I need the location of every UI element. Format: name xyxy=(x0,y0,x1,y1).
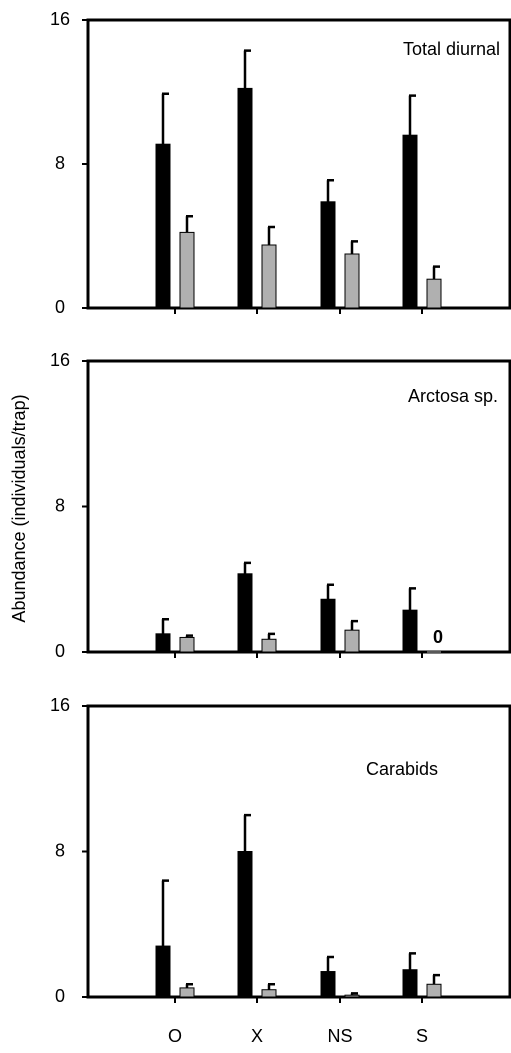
bar xyxy=(179,987,195,998)
error-bar xyxy=(161,92,169,145)
y-tick-label: 16 xyxy=(50,9,70,29)
error-bar xyxy=(350,240,358,254)
y-tick-label: 0 xyxy=(55,986,65,1006)
y-tick-label: 0 xyxy=(55,297,65,317)
bar xyxy=(155,143,171,309)
error-bar xyxy=(243,813,251,852)
bar xyxy=(344,994,360,998)
bar xyxy=(261,244,277,309)
y-tick-label: 8 xyxy=(55,840,65,860)
bar xyxy=(155,633,171,653)
y-tick-label: 0 xyxy=(55,641,65,661)
error-bar xyxy=(408,587,416,611)
panel-title: Total diurnal xyxy=(403,39,500,59)
x-tick-label: O xyxy=(168,1026,182,1046)
error-bar xyxy=(408,952,416,970)
bar xyxy=(320,201,336,309)
bar xyxy=(402,609,418,653)
y-axis-label: Abundance (individuals/trap) xyxy=(9,394,29,622)
y-tick-label: 8 xyxy=(55,495,65,515)
error-bar xyxy=(185,983,193,988)
error-bar xyxy=(267,225,275,245)
error-bar xyxy=(326,178,334,202)
bar xyxy=(179,636,195,653)
bar xyxy=(402,134,418,309)
bar xyxy=(261,638,277,653)
bar xyxy=(344,629,360,653)
error-bar xyxy=(432,973,440,985)
error-bar xyxy=(408,94,416,136)
error-bar xyxy=(350,619,358,631)
y-tick-label: 16 xyxy=(50,695,70,715)
y-tick-label: 16 xyxy=(50,350,70,370)
bar xyxy=(320,598,336,653)
x-tick-label: S xyxy=(416,1026,428,1046)
value-label: 0 xyxy=(433,627,443,647)
bar xyxy=(402,969,418,998)
error-bar xyxy=(243,49,251,89)
x-tick-label: NS xyxy=(327,1026,352,1046)
error-bar xyxy=(161,618,169,634)
bar xyxy=(426,983,442,998)
error-bar xyxy=(326,583,334,600)
error-bar xyxy=(161,879,169,947)
error-bar xyxy=(185,214,193,233)
x-tick-label: X xyxy=(251,1026,263,1046)
bar xyxy=(320,971,336,998)
bar xyxy=(155,945,171,998)
error-bar xyxy=(243,561,251,574)
bar xyxy=(344,253,360,309)
y-tick-label: 8 xyxy=(55,153,65,173)
error-bar xyxy=(326,955,334,972)
bar xyxy=(237,851,253,998)
bar xyxy=(237,87,253,309)
error-bar xyxy=(267,632,275,640)
bar xyxy=(426,278,442,309)
bar xyxy=(237,573,253,653)
panel-title: Carabids xyxy=(366,759,438,779)
plot-frame xyxy=(86,704,511,999)
plot-frame xyxy=(86,18,511,310)
bar xyxy=(261,989,277,998)
error-bar xyxy=(267,983,275,990)
panel-title: Arctosa sp. xyxy=(408,386,498,406)
bar xyxy=(179,231,195,309)
error-bar xyxy=(432,265,440,280)
